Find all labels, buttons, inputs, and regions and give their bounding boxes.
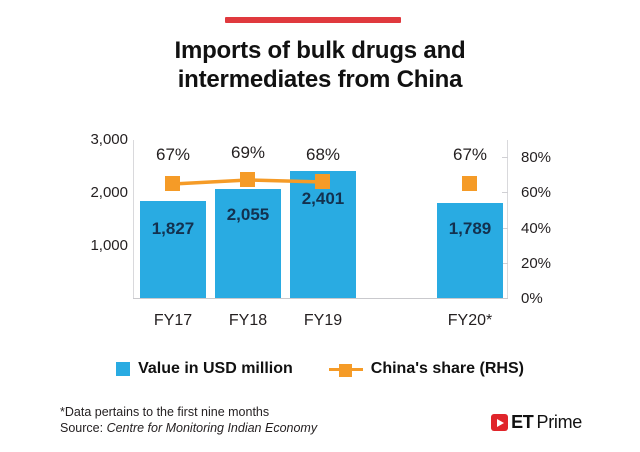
legend-item-share[interactable]: China's share (RHS) — [328, 360, 524, 378]
footnote-source: Source: Centre for Monitoring Indian Eco… — [60, 420, 460, 436]
chart-legend: Value in USD million China's share (RHS) — [0, 360, 640, 378]
bar-value-label-fy19: 2,401 — [301, 189, 345, 208]
legend-label-value: Value in USD million — [138, 360, 293, 377]
x-axis-label-fy17: FY17 — [153, 312, 193, 329]
title-line-2: intermediates from China — [177, 66, 463, 93]
etprime-logo[interactable]: ET Prime — [491, 412, 582, 433]
legend-square-icon-orange — [338, 364, 352, 377]
logo-text-et: ET — [511, 412, 534, 432]
y-axis-right-tick-mark-20 — [502, 263, 508, 264]
footnotes: *Data pertains to the first nine months … — [60, 404, 460, 436]
bar-value-label-fy17: 1,827 — [151, 219, 195, 238]
share-label-fy19: 68% — [305, 145, 341, 164]
y-axis-right-tick-40: 40% — [521, 220, 552, 237]
y-axis-left-tick-3000: 3,000 — [90, 131, 128, 148]
y-axis-left-tick-2000: 2,000 — [90, 184, 128, 201]
y-axis-right-tick-60: 60% — [521, 184, 552, 201]
y-axis-right-tick-mark-60 — [502, 192, 508, 193]
share-marker-fy17[interactable] — [165, 176, 180, 191]
title-line-1: Imports of bulk drugs and — [174, 37, 466, 64]
share-marker-fy20[interactable] — [462, 176, 477, 191]
share-marker-fy18[interactable] — [240, 172, 255, 187]
y-axis-right-line — [507, 140, 508, 299]
y-axis-right-tick-mark-40 — [502, 228, 508, 229]
share-label-fy17: 67% — [155, 145, 191, 164]
y-axis-left-tick-1000: 1,000 — [90, 237, 128, 254]
x-axis-label-fy20: FY20* — [447, 312, 493, 329]
bar-fy20[interactable] — [437, 203, 503, 298]
logo-text-prime: Prime — [536, 412, 582, 432]
legend-line-square-icon-orange — [328, 362, 363, 377]
x-axis-label-fy18: FY18 — [228, 312, 268, 329]
legend-label-share: China's share (RHS) — [370, 360, 524, 377]
x-axis-label-fy19: FY19 — [303, 312, 343, 329]
page-title: Imports of bulk drugs and intermediates … — [0, 36, 640, 94]
bar-fy19[interactable] — [290, 171, 356, 298]
footnote-asterisk: *Data pertains to the first nine months — [60, 405, 270, 419]
y-axis-left-line — [133, 140, 134, 299]
bar-fy18[interactable] — [215, 189, 281, 298]
bar-fy17[interactable] — [140, 201, 206, 298]
y-axis-right-tick-80: 80% — [521, 149, 552, 166]
share-marker-fy19[interactable] — [315, 174, 330, 189]
share-label-fy20: 67% — [452, 145, 488, 164]
bar-value-label-fy20: 1,789 — [448, 219, 492, 238]
legend-square-icon-blue — [116, 362, 131, 376]
y-axis-right-tick-0: 0% — [521, 290, 543, 307]
source-name: Centre for Monitoring Indian Economy — [106, 421, 318, 435]
share-label-fy18: 69% — [230, 143, 266, 162]
y-axis-right-tick-mark-80 — [502, 157, 508, 158]
play-icon — [491, 414, 509, 431]
bar-value-label-fy18: 2,055 — [226, 205, 270, 224]
y-axis-right-tick-20: 20% — [521, 255, 552, 272]
legend-item-value[interactable]: Value in USD million — [116, 360, 293, 378]
x-axis-line — [133, 298, 508, 299]
title-accent-bar — [225, 17, 401, 23]
source-prefix: Source: — [60, 421, 107, 435]
